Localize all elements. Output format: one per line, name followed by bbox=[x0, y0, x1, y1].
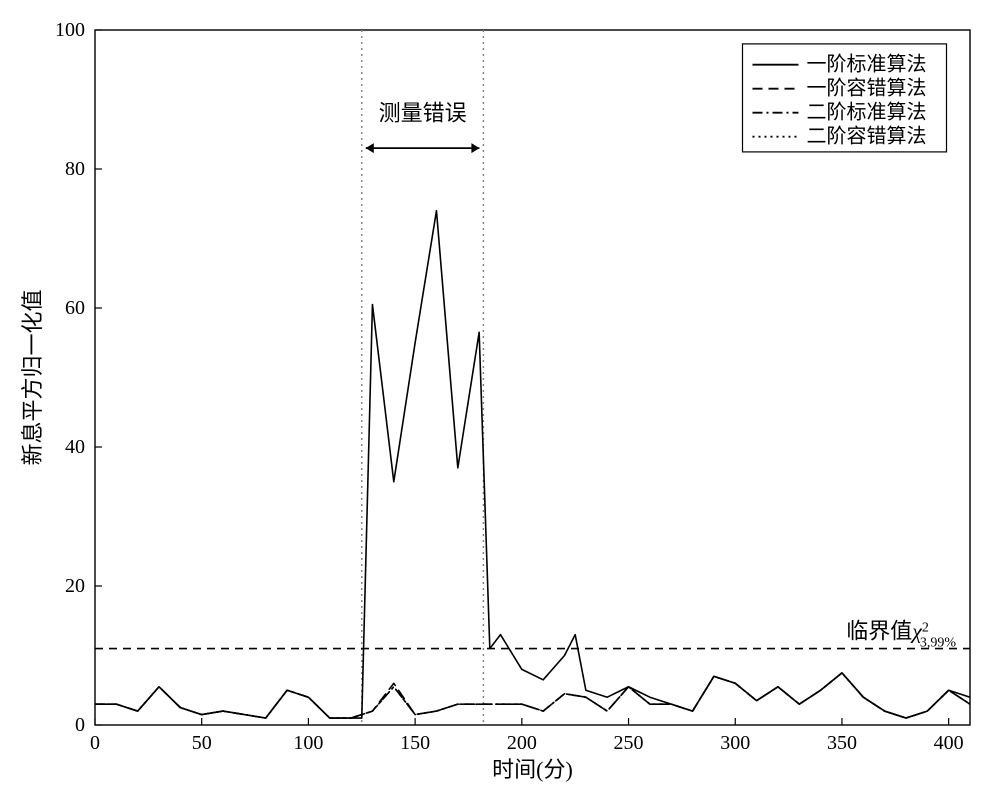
y-tick-label: 80 bbox=[65, 158, 85, 180]
x-tick-label: 200 bbox=[507, 732, 537, 754]
y-tick-label: 40 bbox=[65, 436, 85, 458]
x-tick-label: 250 bbox=[614, 732, 644, 754]
y-tick-label: 100 bbox=[55, 19, 85, 41]
x-tick-label: 50 bbox=[192, 732, 212, 754]
y-tick-label: 0 bbox=[75, 714, 85, 736]
legend-label: 一阶标准算法 bbox=[807, 53, 927, 76]
legend-label: 二阶标准算法 bbox=[807, 101, 927, 124]
y-tick-label: 20 bbox=[65, 575, 85, 597]
y-axis-label: 新息平方归一化值 bbox=[20, 289, 45, 465]
chart-container: 0 50 100 150 200 250 300 350 400 0 20 40 60 80 100 时间(分… bbox=[0, 0, 1000, 795]
x-tick-label: 350 bbox=[827, 732, 857, 754]
x-tick-label: 150 bbox=[400, 732, 430, 754]
x-tick-label: 0 bbox=[90, 732, 100, 754]
legend-label: 一阶容错算法 bbox=[807, 77, 927, 100]
y-tick-label: 60 bbox=[65, 297, 85, 319]
x-tick-label: 400 bbox=[934, 732, 964, 754]
x-tick-label: 100 bbox=[293, 732, 323, 754]
line-chart: 0 50 100 150 200 250 300 350 400 0 20 40 60 80 100 时间(分… bbox=[0, 0, 1000, 795]
error-region-label: 测量错误 bbox=[379, 100, 467, 125]
legend-label: 二阶容错算法 bbox=[807, 125, 927, 148]
x-tick-label: 300 bbox=[720, 732, 750, 754]
x-axis-label: 时间(分) bbox=[492, 757, 573, 782]
